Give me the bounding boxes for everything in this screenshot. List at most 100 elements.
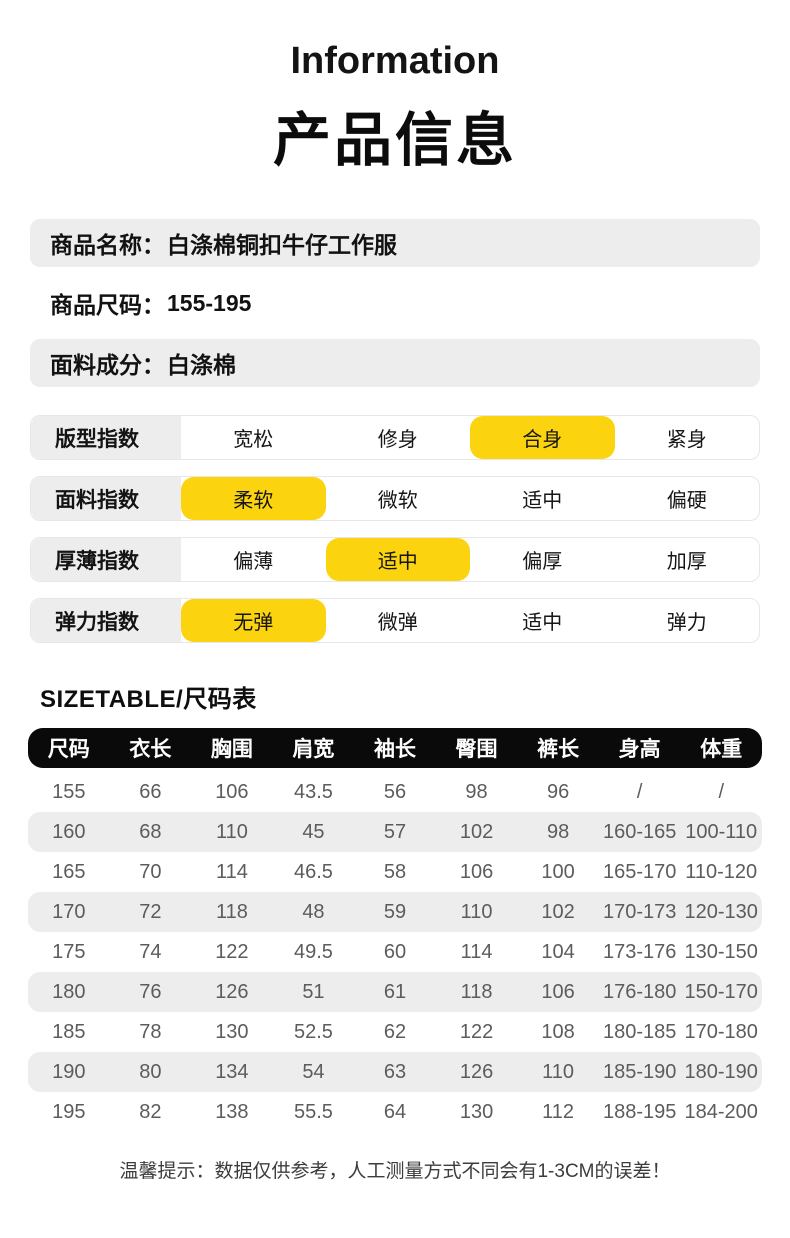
index-option: 弹力	[666, 612, 707, 634]
table-cell: 170-173	[602, 900, 677, 923]
index-label: 面料指数	[31, 477, 181, 520]
index-option: 适中	[522, 490, 563, 512]
table-cell: 74	[139, 940, 162, 963]
info-label: 商品名称：	[50, 232, 165, 258]
table-cell: 134	[215, 1060, 249, 1083]
header-cell: 裤长	[537, 738, 580, 761]
table-row: 170 72 118 48 59 110 102 170-173 120-130	[28, 892, 762, 932]
table-cell: 130	[215, 1020, 249, 1043]
table-row: 190 80 134 54 63 126 110 185-190 180-190	[28, 1052, 762, 1092]
table-cell: 70	[139, 860, 162, 883]
table-cell: 180	[52, 980, 86, 1003]
page-title-cn: 产品信息	[272, 108, 517, 173]
table-cell: 98	[465, 780, 488, 803]
table-cell: 110-120	[685, 860, 758, 883]
table-cell: 106	[215, 780, 249, 803]
table-cell: 61	[383, 980, 407, 1003]
index-option: 宽松	[233, 429, 274, 451]
table-cell: 180-190	[684, 1060, 758, 1083]
table-cell: 98	[546, 820, 570, 843]
header-cell: 臀围	[455, 738, 498, 761]
table-cell: 130-150	[684, 940, 758, 963]
table-cell: 104	[541, 940, 575, 963]
index-option: 偏硬	[666, 490, 707, 512]
table-cell: 114	[215, 860, 248, 883]
table-cell: 55.5	[293, 1100, 333, 1123]
table-cell: 108	[541, 1020, 575, 1043]
index-option: 修身	[377, 429, 418, 451]
table-cell: 190	[52, 1060, 86, 1083]
index-option: 微软	[377, 490, 418, 512]
index-row: 版型指数 宽松 修身 合身 紧身	[30, 415, 760, 460]
table-cell: 43.5	[293, 780, 333, 803]
info-value: 白涤棉	[167, 352, 236, 378]
table-cell: 54	[302, 1060, 325, 1083]
table-cell: 64	[383, 1100, 407, 1123]
table-cell: 138	[215, 1100, 249, 1123]
table-cell: 118	[460, 980, 493, 1003]
header-cell: 肩宽	[292, 738, 335, 761]
header-cell: 衣长	[129, 738, 172, 761]
table-cell: 72	[139, 900, 162, 923]
table-cell: 126	[459, 1060, 494, 1083]
table-row: 160 68 110 45 57 102 98 160-165 100-110	[28, 812, 762, 852]
table-cell: 58	[383, 860, 407, 883]
table-cell: 48	[302, 900, 325, 923]
page-title-en: Information	[290, 40, 500, 82]
table-cell: 185-190	[602, 1060, 677, 1083]
index-options: 柔软 微软 适中 偏硬	[181, 477, 759, 520]
table-cell: 102	[541, 900, 575, 923]
table-cell: 184-200	[684, 1100, 758, 1123]
table-cell: 114	[460, 940, 493, 963]
table-cell: 82	[139, 1100, 162, 1123]
table-cell: 155	[52, 780, 86, 803]
info-label: 商品尺码：	[50, 292, 165, 318]
index-row: 厚薄指数 偏薄 适中 偏厚 加厚	[30, 537, 760, 582]
info-row: 商品名称： 白涤棉铜扣牛仔工作服	[30, 219, 760, 267]
table-cell: 78	[139, 1020, 162, 1043]
table-row: 195 82 138 55.5 64 130 112 188-195 184-200	[28, 1092, 762, 1132]
table-cell: 122	[459, 1020, 494, 1043]
table-cell: 176-180	[602, 980, 677, 1003]
table-cell: 100	[541, 860, 575, 883]
info-value: 155-195	[167, 289, 252, 316]
index-row: 弹力指数 无弹 微弹 适中 弹力	[30, 598, 760, 643]
info-row: 商品尺码： 155-195	[30, 279, 760, 327]
table-cell: 96	[546, 780, 570, 803]
table-cell: 195	[52, 1100, 86, 1123]
info-row: 面料成分： 白涤棉	[30, 339, 760, 387]
info-label: 面料成分：	[50, 352, 165, 378]
table-cell: 52.5	[293, 1020, 333, 1043]
index-option-selected: 适中	[325, 538, 470, 581]
index-row: 面料指数 柔软 微软 适中 偏硬	[30, 476, 760, 521]
table-row: 175 74 122 49.5 60 114 104 173-176 130-150	[28, 932, 762, 972]
size-table-body: 155 66 106 43.5 56 98 96//160 68 110 45 57 102 98 160…	[28, 772, 762, 1132]
table-cell: 122	[215, 940, 249, 963]
table-cell: 100-110	[685, 820, 758, 843]
index-label: 版型指数	[31, 416, 181, 459]
index-label: 弹力指数	[31, 599, 181, 642]
info-value: 白涤棉铜扣牛仔工作服	[167, 232, 397, 258]
index-option: 适中	[522, 612, 563, 634]
table-cell: 46.5	[293, 860, 333, 883]
table-cell: 130	[459, 1100, 494, 1123]
table-cell: 150-170	[684, 980, 758, 1003]
table-cell: 102	[459, 820, 494, 843]
table-cell: 160-165	[602, 820, 677, 843]
table-cell: 76	[139, 980, 162, 1003]
index-options: 偏薄 适中 偏厚 加厚	[181, 538, 759, 581]
table-cell: 160	[52, 820, 86, 843]
table-cell: 110	[542, 1060, 575, 1083]
table-cell: 165	[52, 860, 86, 883]
table-row: 180 76 126 51 61 118 106 176-180 150-170	[28, 972, 762, 1012]
footer-note: 温馨提示：数据仅供参考，人工测量方式不同会有1-3CM的误差！	[119, 1161, 671, 1182]
fit-index-section: 版型指数 宽松 修身 合身 紧身 面料指数 柔软 微软 适中 偏硬 厚薄指数 偏薄 适中 偏厚 加厚 弹力指数…	[0, 415, 790, 643]
table-cell: 57	[383, 820, 407, 843]
table-cell: 180-185	[602, 1020, 677, 1043]
table-cell: 188-195	[602, 1100, 677, 1123]
table-row: 165 70 114 46.5 58 106 100 165-170 110-120	[28, 852, 762, 892]
table-cell: 62	[383, 1020, 407, 1043]
header-cell: 尺码	[47, 738, 90, 761]
index-option-selected: 无弹	[181, 599, 326, 642]
